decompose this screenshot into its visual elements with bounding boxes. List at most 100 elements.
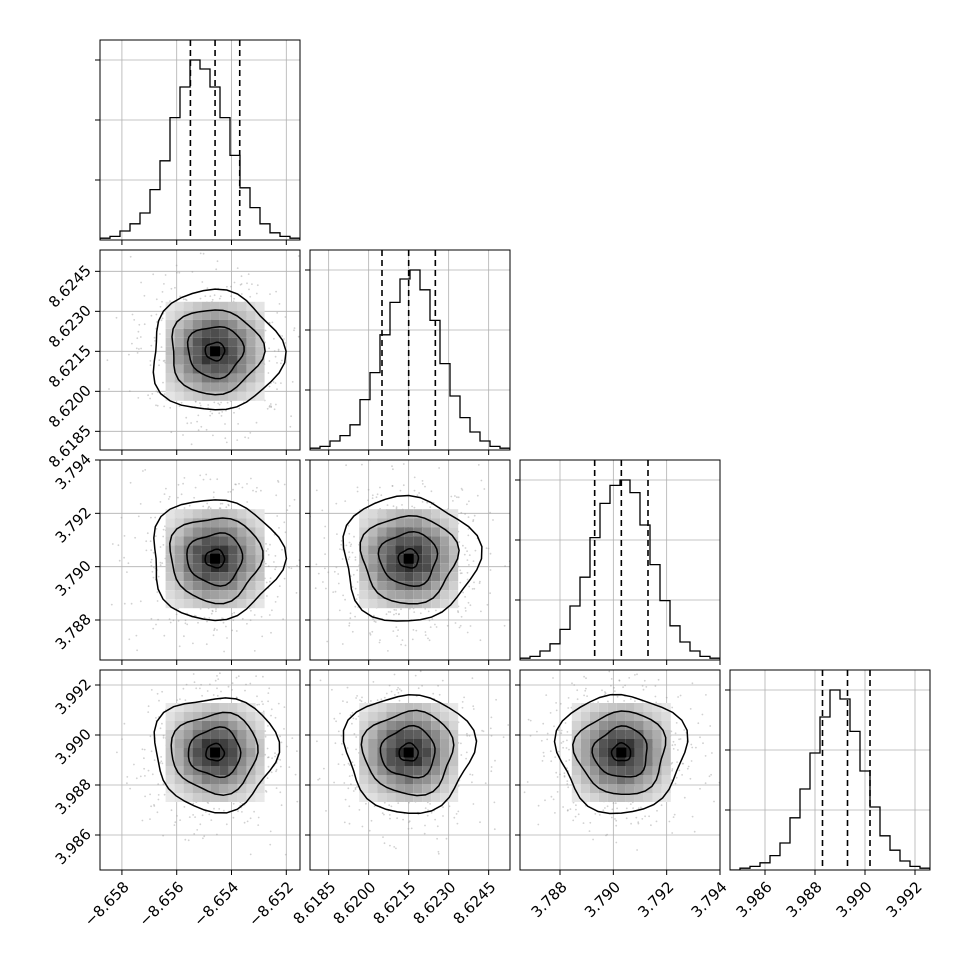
sample-point bbox=[246, 501, 249, 503]
density-cell bbox=[237, 739, 247, 748]
sample-point bbox=[636, 849, 638, 851]
sample-point bbox=[622, 686, 624, 689]
sample-point bbox=[153, 805, 156, 807]
sample-point bbox=[592, 838, 594, 841]
density-cell bbox=[625, 703, 635, 712]
sample-point bbox=[255, 421, 258, 424]
sample-point bbox=[690, 760, 693, 762]
sample-point bbox=[565, 760, 568, 762]
sample-point bbox=[398, 613, 400, 615]
density-cell bbox=[228, 590, 238, 600]
density-cell bbox=[165, 364, 175, 374]
density-cell bbox=[228, 554, 238, 564]
sample-point bbox=[221, 617, 223, 620]
sample-point bbox=[179, 819, 182, 821]
density-cell bbox=[165, 784, 175, 793]
sample-point bbox=[139, 600, 142, 603]
sample-point bbox=[386, 666, 388, 668]
density-cell bbox=[625, 766, 635, 775]
density-cell bbox=[255, 757, 265, 766]
sample-point bbox=[358, 809, 361, 811]
density-cell bbox=[368, 509, 378, 519]
sample-point bbox=[251, 283, 253, 285]
sample-point bbox=[489, 569, 492, 571]
density-cell bbox=[377, 703, 387, 712]
sample-point bbox=[457, 610, 459, 612]
sample-point bbox=[699, 736, 701, 739]
sample-point bbox=[284, 342, 287, 344]
panel-frame-3-1 bbox=[99, 459, 301, 661]
sample-point bbox=[654, 685, 657, 687]
density-cell bbox=[255, 518, 265, 528]
sample-point bbox=[137, 515, 140, 518]
density-cell bbox=[607, 784, 617, 793]
contour-3 bbox=[379, 724, 436, 779]
sample-point bbox=[572, 819, 575, 822]
density-cell bbox=[589, 766, 599, 775]
sample-point bbox=[152, 627, 155, 630]
density-cell bbox=[607, 712, 617, 721]
density-cell bbox=[237, 536, 247, 546]
density-cell bbox=[449, 748, 459, 757]
density-cell bbox=[652, 775, 662, 784]
sample-point bbox=[466, 578, 469, 581]
sample-point bbox=[469, 625, 472, 627]
density-cell bbox=[174, 554, 184, 564]
sample-point bbox=[167, 498, 170, 500]
sample-point bbox=[255, 490, 257, 493]
sample-point bbox=[406, 667, 408, 669]
sample-point bbox=[174, 821, 177, 824]
sample-point bbox=[352, 717, 355, 720]
sample-point bbox=[240, 293, 243, 295]
density-cell bbox=[634, 712, 644, 721]
density-cell bbox=[228, 739, 238, 748]
sample-point bbox=[382, 836, 384, 838]
sample-point bbox=[397, 629, 399, 631]
sample-point bbox=[398, 699, 401, 702]
sample-point bbox=[169, 621, 172, 624]
sample-point bbox=[237, 810, 239, 813]
sample-point bbox=[544, 799, 546, 802]
density-cell bbox=[165, 766, 175, 775]
sample-point bbox=[585, 687, 587, 690]
density-cell bbox=[386, 545, 396, 555]
sample-point bbox=[709, 725, 712, 727]
density-cell bbox=[386, 712, 396, 721]
sample-point bbox=[260, 615, 263, 618]
sample-point bbox=[546, 732, 549, 735]
sample-point bbox=[346, 701, 348, 704]
sample-point bbox=[672, 748, 675, 750]
sample-point bbox=[665, 696, 668, 699]
density-cell bbox=[386, 590, 396, 600]
sample-point bbox=[324, 567, 326, 570]
sample-point bbox=[348, 775, 351, 777]
sample-point bbox=[541, 760, 544, 762]
sample-point bbox=[323, 537, 326, 539]
sample-point bbox=[204, 295, 207, 297]
sample-point bbox=[686, 767, 689, 770]
density-cell bbox=[192, 346, 202, 356]
sample-point bbox=[461, 489, 464, 491]
density-cell bbox=[228, 775, 238, 784]
sample-point bbox=[540, 739, 543, 742]
sample-point bbox=[194, 486, 197, 489]
density-cell bbox=[201, 364, 211, 374]
y-tick-label: 8.6200 bbox=[45, 381, 95, 431]
sample-point bbox=[139, 336, 142, 338]
sample-point bbox=[606, 833, 608, 836]
sample-point bbox=[207, 802, 210, 804]
density-panel-3-2 bbox=[310, 460, 510, 668]
density-cell bbox=[174, 766, 184, 775]
sample-point bbox=[346, 686, 349, 689]
density-cell bbox=[255, 373, 265, 383]
density-cell bbox=[386, 518, 396, 528]
sample-point bbox=[274, 568, 276, 571]
density-cell bbox=[237, 301, 247, 311]
density-cell bbox=[413, 572, 423, 582]
sample-point bbox=[272, 381, 275, 383]
density-cell bbox=[201, 301, 211, 311]
density-cell bbox=[192, 581, 202, 591]
sample-point bbox=[361, 696, 363, 699]
sample-point bbox=[344, 798, 347, 801]
sample-point bbox=[382, 658, 384, 660]
